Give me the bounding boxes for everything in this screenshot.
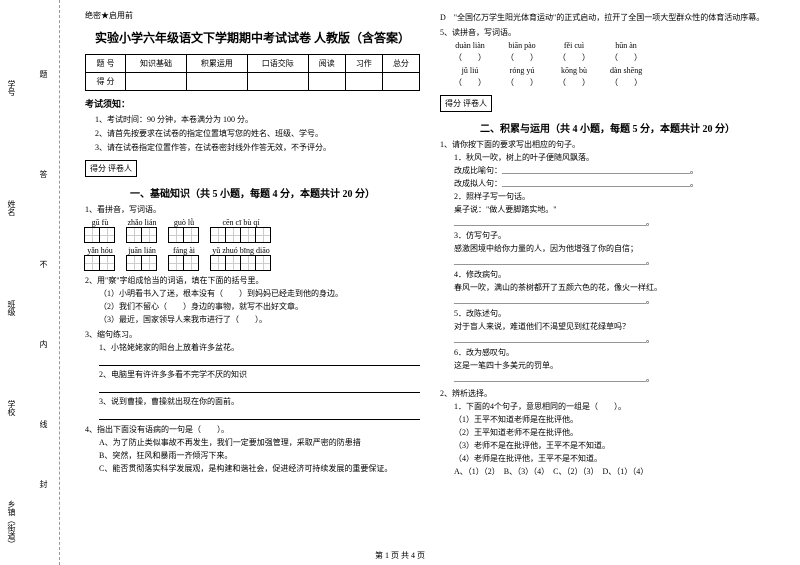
- score-box-2: 得分 评卷人: [440, 95, 492, 112]
- binding-label-township: 乡镇（街道）: [6, 500, 17, 548]
- q4-a: A、为了防止类似事故不再发生，我们一定要加强管理，采取严密的防患措: [85, 437, 420, 448]
- score-row-label: 得 分: [86, 73, 126, 91]
- right-column: D "全国亿万学生阳光体育运动"的正式启动，拉开了全国一项大型群众性的体育活动序…: [430, 10, 785, 555]
- pinyin-row-1: gū fù zhǎo lián guò lǜ cēn cī bù qí: [85, 218, 420, 243]
- binding-label-id: 学号: [6, 80, 17, 96]
- seal-mark-1: 封: [38, 480, 49, 488]
- pinyin-row-2: yǎn hóu juān lián fáng ài yǔ zhuó bīng d…: [85, 246, 420, 271]
- q2-1: （1）小明看书入了迷，根本没有（ ）到妈妈已经走到他的身边。: [85, 288, 420, 299]
- q4-d: D "全国亿万学生阳光体育运动"的正式启动，拉开了全国一项大型群众性的体育活动序…: [440, 12, 775, 23]
- section2-title: 二、积累与运用（共 4 小题，每题 5 分，本题共计 20 分）: [440, 120, 775, 135]
- th-4: 阅读: [308, 55, 345, 73]
- th-1: 知识基础: [126, 55, 187, 73]
- q3: 3、缩句练习。: [85, 329, 420, 340]
- section1-title: 一、基础知识（共 5 小题，每题 4 分，本题共计 20 分）: [85, 185, 420, 200]
- binding-label-class: 班级: [6, 300, 17, 316]
- q5-row1: duàn liàn（ ） biān pào（ ） fěi cuì（ ） hūn …: [454, 41, 775, 63]
- seal-mark-6: 题: [38, 70, 49, 78]
- binding-label-name: 姓名: [6, 200, 17, 216]
- s2-q2: 2、辨析选择。: [440, 388, 775, 399]
- content-columns: 绝密★启用前 实验小学六年级语文下学期期中考试试卷 人教版（含答案） 题 号 知…: [60, 0, 800, 565]
- th-3: 口语交际: [247, 55, 308, 73]
- s2-q1: 1、请你按下面的要求写出相应的句子。: [440, 139, 775, 150]
- answer-line[interactable]: [99, 356, 420, 366]
- table-row: 得 分: [86, 73, 420, 91]
- notice-3: 3、请在试卷指定位置作答，在试卷密封线外作答无效，不予评分。: [85, 142, 420, 153]
- seal-mark-3: 内: [38, 340, 49, 348]
- q2: 2、用"察"字组成恰当的词语，填在下面的括号里。: [85, 275, 420, 286]
- th-6: 总分: [382, 55, 419, 73]
- th-2: 积累运用: [186, 55, 247, 73]
- secret-label: 绝密★启用前: [85, 10, 420, 21]
- table-row: 题 号 知识基础 积累运用 口语交际 阅读 习作 总分: [86, 55, 420, 73]
- q2-3: （3）最近，国家领导人来我市进行了（ ）。: [85, 314, 420, 325]
- q4: 4、指出下面没有语病的一句是（ ）。: [85, 424, 420, 435]
- score-box-1: 得分 评卷人: [85, 160, 137, 177]
- q3-3: 3、说到曹操，曹操就出现在你的面前。: [85, 396, 420, 407]
- notice-2: 2、请首先按要求在试卷的指定位置填写您的姓名、班级、学号。: [85, 128, 420, 139]
- seal-mark-2: 线: [38, 420, 49, 428]
- binding-margin: 乡镇（街道） 学校 班级 姓名 学号 封 线 内 不 答 题: [0, 0, 60, 565]
- q2-2: （2）我们不留心（ ）身边的事物，就写不出好文章。: [85, 301, 420, 312]
- exam-title: 实验小学六年级语文下学期期中考试试卷 人教版（含答案）: [85, 29, 420, 46]
- answer-line[interactable]: [99, 410, 420, 420]
- th-5: 习作: [345, 55, 382, 73]
- seal-mark-5: 答: [38, 170, 49, 178]
- page-footer: 第 1 页 共 4 页: [0, 550, 800, 561]
- q4-b: B、突然，狂风和暴雨一齐倾泻下来。: [85, 450, 420, 461]
- notice-header: 考试须知：: [85, 97, 420, 110]
- q3-1: 1、小铭姥姥家的阳台上放着许多盆花。: [85, 342, 420, 353]
- q5: 5、读拼音，写词语。: [440, 27, 775, 38]
- answer-line[interactable]: [99, 383, 420, 393]
- q3-2: 2、电脑里有许许多多看不完学不厌的知识: [85, 369, 420, 380]
- q1: 1、看拼音，写词语。: [85, 204, 420, 215]
- binding-label-school: 学校: [6, 400, 17, 416]
- th-0: 题 号: [86, 55, 126, 73]
- score-table: 题 号 知识基础 积累运用 口语交际 阅读 习作 总分 得 分: [85, 54, 420, 91]
- seal-mark-4: 不: [38, 260, 49, 268]
- q5-row2: jǔ liú（ ） róng yú（ ） kōng bù（ ） dàn shēn…: [454, 66, 775, 88]
- exam-page: 乡镇（街道） 学校 班级 姓名 学号 封 线 内 不 答 题 绝密★启用前 实验…: [0, 0, 800, 565]
- notice-1: 1、考试时间：90 分钟，本卷满分为 100 分。: [85, 114, 420, 125]
- left-column: 绝密★启用前 实验小学六年级语文下学期期中考试试卷 人教版（含答案） 题 号 知…: [75, 10, 430, 555]
- q4-c: C、能否贯彻落实科学发展观，是构建和谐社会，促进经济可持续发展的重要保证。: [85, 463, 420, 474]
